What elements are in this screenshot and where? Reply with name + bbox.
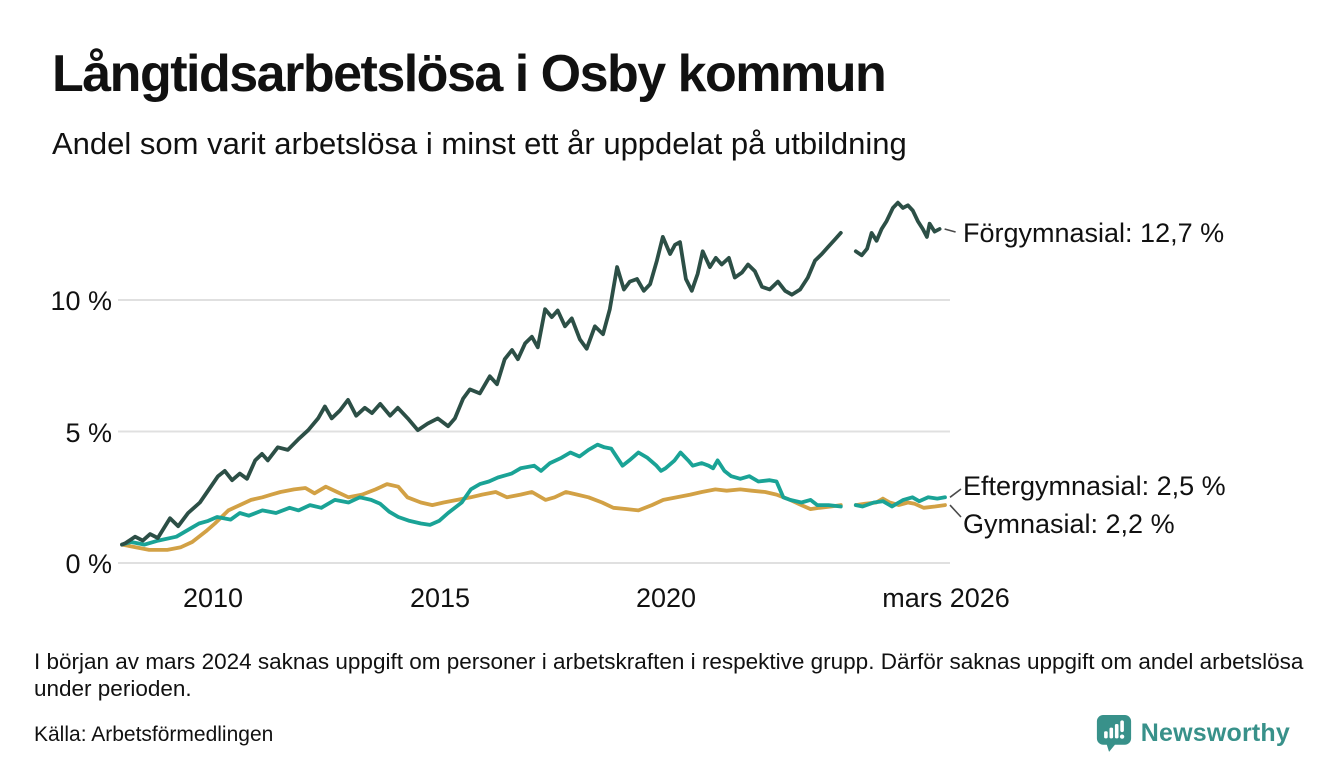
series-line-gymnasial-seg1 [853, 496, 947, 510]
label-connector-förgymnasial [944, 228, 956, 233]
newsworthy-logo: Newsworthy [1096, 714, 1290, 752]
series-line-förgymnasial-seg0 [120, 231, 843, 547]
series-label-gymnasial: Gymnasial: 2,2 % [963, 509, 1175, 539]
newsworthy-logo-icon [1096, 715, 1131, 752]
series-line-gymnasial-seg0 [120, 482, 843, 552]
chart-subtitle: Andel som varit arbetslösa i minst ett å… [52, 126, 907, 161]
series-line-förgymnasial-seg1 [853, 200, 942, 258]
y-axis-tick-0: 0 % [65, 549, 112, 579]
footnote: I början av mars 2024 saknas uppgift om … [34, 649, 1304, 701]
series-line-eftergymnasial-seg0 [120, 442, 843, 547]
series-line-eftergymnasial-seg1 [853, 495, 947, 509]
label-connector-eftergymnasial [949, 488, 962, 498]
newsworthy-logo-text: Newsworthy [1140, 718, 1290, 747]
source-label: Källa: Arbetsförmedlingen [34, 723, 274, 746]
label-connector-gymnasial [949, 504, 962, 518]
y-axis-tick-5: 5 % [65, 418, 112, 448]
page-title: Långtidsarbetslösa i Osby kommun [52, 45, 887, 103]
x-axis-tick-2015: 2015 [409, 583, 471, 613]
y-axis-tick-10: 10 % [50, 286, 112, 316]
series-label-forgymnasial: Förgymnasial: 12,7 % [963, 218, 1225, 248]
x-axis-tick-mars-2026: mars 2026 [882, 583, 1010, 613]
series-label-eftergymnasial: Eftergymnasial: 2,5 % [963, 471, 1226, 501]
x-axis-tick-2010: 2010 [182, 583, 244, 613]
x-axis-tick-2020: 2020 [635, 583, 697, 613]
